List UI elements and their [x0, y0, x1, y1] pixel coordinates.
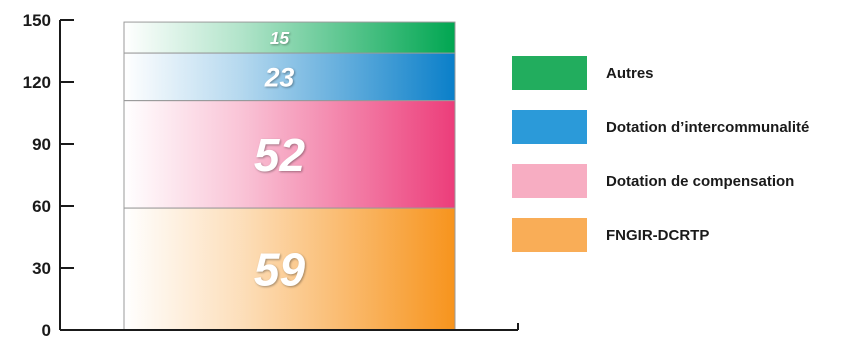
legend-label-autres: Autres: [606, 65, 654, 82]
bar-segment-fngir-dcrtp: [123, 207, 456, 331]
data-label-autres: 15: [270, 28, 290, 48]
legend-label-fngir-dcrtp: FNGIR-DCRTP: [606, 227, 709, 244]
bar-segment-autres: [123, 21, 456, 54]
y-tick-label-90: 90: [32, 135, 51, 154]
y-tick-label-120: 120: [23, 73, 51, 92]
legend-swatch-dotation-de-compensation: [512, 164, 587, 198]
y-tick-label-60: 60: [32, 197, 51, 216]
legend-swatch-fngir-dcrtp: [512, 218, 587, 252]
legend-swatch-autres: [512, 56, 587, 90]
bars-layer: [123, 21, 456, 331]
data-label-dotation-d-intercommunalite: 23: [264, 62, 295, 92]
bar-segment-dotation-de-compensation: [123, 100, 456, 209]
legend-label-dotation-d-intercommunalite: Dotation d’intercommunalité: [606, 119, 809, 136]
y-tick-label-0: 0: [42, 321, 51, 337]
legend: Autres Dotation d’intercommunalité Dotatio…: [512, 56, 809, 252]
axes: 0 30 60 90 120 150: [23, 11, 519, 337]
legend-label-dotation-de-compensation: Dotation de compensation: [606, 173, 794, 190]
legend-swatch-dotation-d-intercommunalite: [512, 110, 587, 144]
y-tick-label-150: 150: [23, 11, 51, 30]
y-tick-label-30: 30: [32, 259, 51, 278]
data-label-fngir-dcrtp: 59: [254, 244, 306, 296]
data-label-dotation-de-compensation: 52: [254, 129, 306, 181]
segment-labels-layer: 59 52 23 15: [254, 28, 306, 296]
